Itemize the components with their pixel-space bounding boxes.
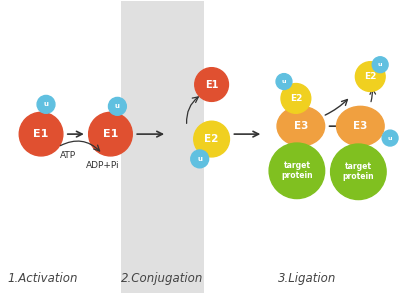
Ellipse shape: [336, 106, 384, 146]
Circle shape: [269, 143, 325, 198]
Circle shape: [330, 144, 386, 200]
Circle shape: [89, 112, 132, 156]
Text: 2.Conjugation: 2.Conjugation: [121, 272, 204, 285]
Circle shape: [382, 130, 398, 146]
Text: E1: E1: [33, 129, 49, 139]
Circle shape: [109, 97, 126, 115]
Text: ADP+Pi: ADP+Pi: [86, 161, 119, 170]
Circle shape: [194, 121, 229, 157]
Text: E2: E2: [290, 94, 302, 103]
Text: target
protein: target protein: [342, 162, 374, 181]
Circle shape: [276, 74, 292, 89]
Circle shape: [195, 68, 229, 101]
Text: E3: E3: [353, 121, 368, 131]
Text: E1: E1: [205, 80, 218, 90]
Text: 3.Ligation: 3.Ligation: [278, 272, 337, 285]
Circle shape: [37, 96, 55, 113]
Text: E2: E2: [364, 72, 377, 81]
Bar: [121, 1, 204, 293]
Text: ATP: ATP: [60, 151, 76, 161]
Text: 1.Activation: 1.Activation: [8, 272, 78, 285]
Circle shape: [355, 62, 385, 91]
Text: E1: E1: [103, 129, 118, 139]
Text: u: u: [388, 136, 392, 141]
Text: E3: E3: [294, 121, 308, 131]
Ellipse shape: [277, 106, 325, 146]
Text: u: u: [197, 156, 202, 162]
Text: u: u: [378, 62, 383, 67]
Circle shape: [19, 112, 63, 156]
Text: target
protein: target protein: [281, 161, 313, 181]
Circle shape: [281, 83, 311, 113]
Circle shape: [191, 150, 209, 168]
Circle shape: [372, 57, 388, 73]
Text: u: u: [282, 79, 286, 84]
Text: u: u: [115, 103, 120, 109]
Text: u: u: [44, 101, 49, 107]
Text: E2: E2: [205, 134, 219, 144]
